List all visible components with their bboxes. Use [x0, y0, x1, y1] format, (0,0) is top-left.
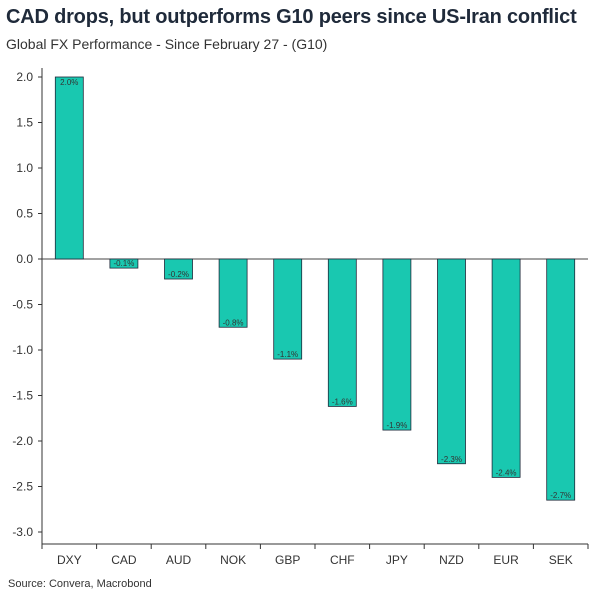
data-label-nzd: -2.3% [441, 455, 462, 464]
bar-cad [109, 258, 139, 269]
y-tick-label: -2.5 [12, 480, 33, 494]
data-label-nok: -0.8% [223, 318, 244, 327]
y-tick-label: -2.0 [12, 434, 33, 448]
data-label-jpy: -1.9% [386, 421, 407, 430]
x-tick-label: GBP [275, 553, 300, 567]
data-label-sek: -2.7% [550, 491, 571, 500]
data-label-aud: -0.2% [168, 270, 189, 279]
y-tick-label: 1.0 [16, 161, 33, 175]
bar-eur [491, 258, 521, 478]
y-tick-label: 0.0 [16, 252, 33, 266]
data-label-dxy: 2.0% [60, 78, 78, 87]
bar-jpy [382, 258, 412, 431]
source-note: Source: Convera, Macrobond [8, 578, 152, 590]
y-tick-label: -1.0 [12, 343, 33, 357]
y-tick-label: 2.0 [16, 70, 33, 84]
y-tick-label: 1.5 [16, 116, 33, 130]
bar-nok [218, 258, 248, 328]
x-tick-label: JPY [386, 553, 408, 567]
bar-dxy [54, 76, 84, 260]
x-tick-label: EUR [493, 553, 519, 567]
bar-nzd [437, 258, 466, 465]
x-tick-label: NOK [220, 553, 246, 567]
x-tick-label: NZD [439, 553, 464, 567]
x-tick-label: AUD [166, 553, 192, 567]
bar-gbp [273, 258, 303, 360]
data-label-cad: -0.1% [113, 259, 134, 268]
y-axis: 2.0 1.5 1.0 0.5 0.0 -0.5 -1.0 -1.5 -2.0 -2.5 -3.0 [12, 68, 43, 544]
x-tick-label: CAD [111, 553, 137, 567]
data-label-chf: -1.6% [332, 397, 353, 406]
bar-aud [164, 258, 193, 280]
data-label-eur: -2.4% [496, 468, 517, 477]
x-tick-label: CHF [330, 553, 355, 567]
chart-subtitle: Global FX Performance - Since February 2… [6, 36, 328, 52]
y-tick-label: -3.0 [12, 525, 33, 539]
y-tick-label: -1.5 [12, 389, 33, 403]
data-label-gbp: -1.1% [277, 350, 298, 359]
bar-chf [327, 258, 357, 407]
bar-series [54, 76, 576, 501]
bar-sek [546, 258, 576, 501]
y-tick-label: -0.5 [12, 298, 33, 312]
x-tick-label: SEK [549, 553, 573, 567]
data-labels: 2.0% -0.1% -0.2% -0.8% -1.1% -1.6% -1.9% -2.3% -… [60, 78, 571, 500]
chart-title: CAD drops, but outperforms G10 peers sin… [6, 6, 577, 28]
x-tick-label: DXY [57, 553, 82, 567]
y-tick-label: 0.5 [16, 207, 33, 221]
